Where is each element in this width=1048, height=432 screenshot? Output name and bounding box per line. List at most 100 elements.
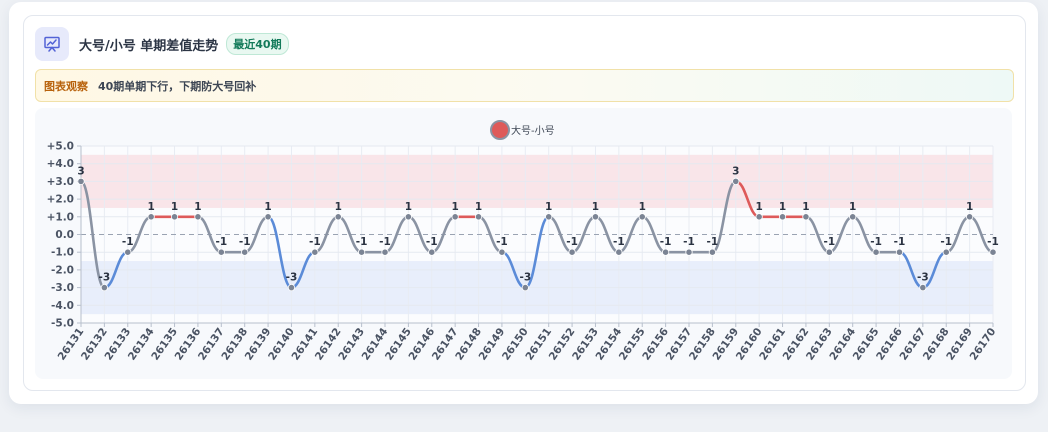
- y-tick-label: -4.0: [51, 300, 74, 312]
- data-label: -1: [894, 236, 906, 248]
- data-point: [334, 213, 342, 221]
- data-label: -1: [426, 236, 438, 248]
- data-label: -3: [286, 272, 298, 284]
- data-label: 1: [966, 201, 973, 213]
- data-point: [942, 248, 950, 256]
- data-point: [638, 213, 646, 221]
- data-point: [287, 284, 296, 292]
- period-badge: 最近40期: [226, 33, 289, 55]
- data-point: [217, 248, 225, 256]
- data-label: 1: [194, 201, 201, 213]
- data-label: 1: [802, 201, 809, 213]
- trend-card: 大号/小号 单期差值走势 最近40期 图表观察 40期单期下行，下期防大号回补 …: [23, 15, 1026, 391]
- data-label: -3: [917, 272, 929, 284]
- data-label: 3: [732, 165, 739, 177]
- data-point: [568, 248, 576, 256]
- data-point: [451, 213, 459, 221]
- data-label: 1: [335, 201, 342, 213]
- data-point: [358, 248, 366, 256]
- data-point: [311, 248, 319, 256]
- card-header: 大号/小号 单期差值走势 最近40期: [35, 27, 289, 61]
- data-point: [147, 213, 155, 221]
- data-label: 1: [639, 201, 646, 213]
- data-label: 3: [77, 165, 84, 177]
- data-label: -1: [707, 236, 719, 248]
- y-tick-label: -2.0: [51, 264, 74, 276]
- data-label: 1: [475, 201, 482, 213]
- insight-banner: 图表观察 40期单期下行，下期防大号回补: [35, 69, 1014, 102]
- data-label: -3: [99, 272, 111, 284]
- data-label: 1: [147, 201, 154, 213]
- data-label: -1: [379, 236, 391, 248]
- data-point: [545, 213, 553, 221]
- data-point: [895, 248, 904, 256]
- data-point: [428, 248, 436, 256]
- data-point: [615, 248, 623, 256]
- data-point: [404, 213, 412, 221]
- data-label: 1: [592, 201, 599, 213]
- legend-swatch: [490, 120, 510, 140]
- data-point: [732, 177, 740, 186]
- data-point: [966, 213, 974, 221]
- data-point: [685, 248, 693, 256]
- card-title: 大号/小号 单期差值走势: [79, 38, 219, 54]
- data-label: -1: [987, 236, 999, 248]
- y-tick-label: -5.0: [51, 318, 74, 330]
- chart-panel: +5.0 +4.0 +3.0 +2.0 +1.0 0.0 -1.0 -2.0 -3.0 -4.0 -…: [35, 108, 1012, 379]
- data-point: [241, 248, 249, 256]
- data-point: [170, 213, 179, 221]
- data-point: [989, 248, 997, 256]
- data-label: -1: [356, 236, 368, 248]
- data-point: [825, 248, 833, 256]
- data-label: -3: [519, 272, 531, 284]
- data-point: [662, 248, 670, 256]
- data-label: 1: [264, 201, 271, 213]
- data-point: [381, 248, 389, 256]
- y-tick-label: -1.0: [51, 247, 74, 259]
- y-tick-label: +2.0: [47, 194, 74, 206]
- page-container: 大号/小号 单期差值走势 最近40期 图表观察 40期单期下行，下期防大号回补 …: [9, 2, 1038, 404]
- y-tick-label: +1.0: [47, 211, 74, 223]
- data-point: [77, 177, 85, 186]
- y-tick-label: +3.0: [47, 176, 74, 188]
- data-label: 1: [545, 201, 552, 213]
- insight-text: 40期单期下行，下期防大号回补: [98, 79, 257, 93]
- data-point: [474, 213, 483, 221]
- data-label: -1: [683, 236, 695, 248]
- data-point: [872, 248, 880, 256]
- data-label: -1: [660, 236, 672, 248]
- insight-tag: 图表观察: [44, 79, 88, 93]
- data-point: [919, 284, 927, 292]
- data-point: [194, 213, 202, 221]
- data-label: -1: [215, 236, 227, 248]
- data-point: [802, 213, 810, 221]
- data-label: -1: [309, 236, 321, 248]
- data-point: [264, 213, 272, 221]
- y-tick-label: 0.0: [55, 229, 74, 241]
- chart-line-icon: [35, 27, 69, 61]
- data-label: 1: [171, 201, 178, 213]
- data-label: -1: [239, 236, 251, 248]
- data-label: -1: [566, 236, 578, 248]
- data-point: [591, 213, 600, 221]
- data-label: -1: [496, 236, 508, 248]
- data-label: 1: [451, 201, 458, 213]
- data-label: -1: [823, 236, 835, 248]
- data-label: 1: [755, 201, 762, 213]
- data-label: 1: [779, 201, 786, 213]
- trend-chart: +5.0 +4.0 +3.0 +2.0 +1.0 0.0 -1.0 -2.0 -3.0 -4.0 -…: [47, 120, 999, 363]
- series-line-segment: [79, 180, 106, 289]
- legend-label: 大号-小号: [511, 124, 555, 137]
- data-point: [521, 284, 529, 292]
- y-tick-label: -3.0: [51, 282, 74, 294]
- y-tick-label: +5.0: [47, 141, 74, 153]
- data-point: [100, 284, 108, 292]
- data-point: [778, 213, 787, 221]
- data-label: 1: [849, 201, 856, 213]
- data-label: -1: [870, 236, 882, 248]
- data-point: [498, 248, 506, 256]
- data-point: [708, 248, 716, 256]
- data-label: -1: [122, 236, 134, 248]
- data-point: [124, 248, 132, 256]
- data-point: [755, 213, 763, 221]
